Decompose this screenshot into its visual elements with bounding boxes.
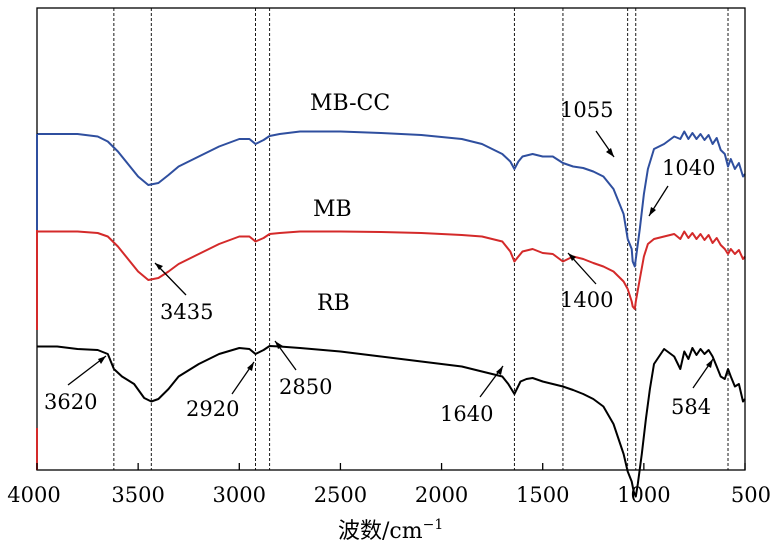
arrowhead-1640 [496,366,503,375]
annotation-584: 584 [671,358,714,419]
annotation-label-2920: 2920 [186,397,239,421]
annotation-label-584: 584 [671,395,711,419]
annotation-3620: 3620 [44,355,107,414]
series-group [37,130,746,498]
x-tick-label-2000: 2000 [415,483,468,507]
x-tick-label-1500: 1500 [516,483,569,507]
arrowhead-2920 [247,362,254,371]
x-axis-ticks [36,463,746,470]
annotation-1400: 1400 [560,252,613,312]
annotation-2920: 2920 [186,361,255,421]
annotation-2850: 2850 [274,340,332,399]
x-tick-label-4000: 4000 [7,483,60,507]
annotation-label-1055: 1055 [560,98,613,122]
x-tick-label-500: 500 [731,483,771,507]
arrowhead-1040 [649,207,656,216]
annotation-label-3620: 3620 [44,390,97,414]
arrowhead-2850 [275,341,283,349]
annotation-label-1040: 1040 [662,156,715,180]
series-line-mb-cc [37,130,746,268]
x-axis-title: 波数/cm−1 [338,517,443,544]
annotation-1040: 1040 [648,156,715,217]
arrowhead-3435 [155,263,163,270]
x-tick-label-3500: 3500 [111,483,164,507]
series-label-mb-cc: MB-CC [310,91,390,116]
series-label-rb: RB [317,291,350,316]
x-tick-label-1000: 1000 [617,483,670,507]
x-tick-label-2500: 2500 [314,483,367,507]
x-axis-tick-labels: 4000 3500 3000 2500 2000 1500 1000 500 [7,483,771,507]
series-line-rb [37,345,746,498]
arrowhead-584 [706,359,713,368]
annotation-label-3435: 3435 [160,300,213,324]
series-label-mb: MB [313,197,352,222]
annotation-label-1400: 1400 [560,288,613,312]
arrowhead-3620 [98,356,106,364]
annotation-1640: 1640 [440,365,504,426]
arrowhead-1055 [606,148,614,157]
reference-lines [113,8,729,470]
annotation-label-2850: 2850 [279,375,332,399]
x-axis-title-superscript: −1 [423,517,444,533]
annotation-label-1640: 1640 [440,402,493,426]
annotation-1055: 1055 [560,98,615,158]
x-axis-title-text: 波数/cm [338,519,423,544]
x-tick-label-3000: 3000 [213,483,266,507]
arrowhead-1400 [568,253,576,261]
annotation-3435: 3435 [154,262,213,324]
